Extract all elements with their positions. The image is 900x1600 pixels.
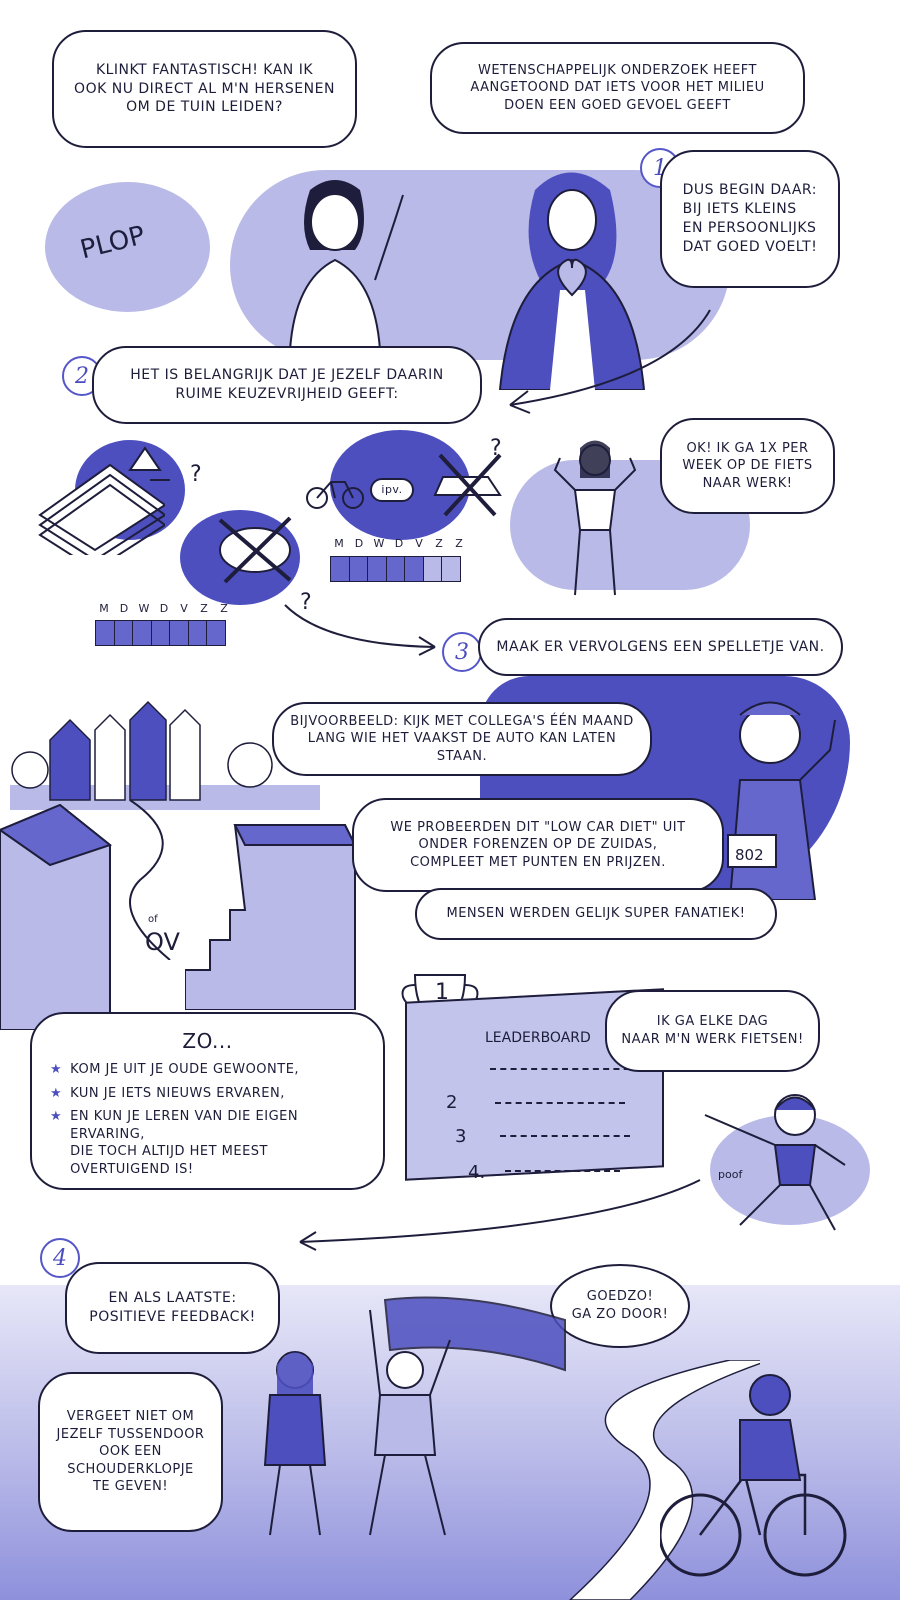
day-cell <box>385 556 406 582</box>
speech-text: Wetenschappelijk onderzoek heeft aangeto… <box>470 62 765 113</box>
step4-bubble: En als laatste: positieve feedback! <box>65 1262 280 1354</box>
day-cell <box>206 620 226 646</box>
summary-bubble: Zo... ★ Kom je uit je oude gewoonte, ★ k… <box>30 1012 385 1190</box>
tried-text: We probeerden dit "Low car diet" uit ond… <box>390 819 686 870</box>
step-number-3: 3 <box>442 632 482 672</box>
tried-bubble: We probeerden dit "Low car diet" uit ond… <box>352 798 724 892</box>
winding-road <box>568 1360 760 1600</box>
step2-text: Het is belangrijk dat je jezelf daarin r… <box>130 367 444 402</box>
man-with-flag-illustration <box>369 1309 451 1536</box>
arrow-icon <box>299 1179 701 1251</box>
step2-reply-bubble: OK! Ik ga 1x per week op de fiets naar w… <box>660 418 835 514</box>
reminder-bubble: Vergeet niet om jezelf tussendoor ook ee… <box>38 1372 223 1532</box>
woman-with-heart-illustration <box>498 172 646 390</box>
day-cell <box>132 620 152 646</box>
day-cell <box>95 620 115 646</box>
summary-item: ★ en kun je leren van die eigen ervaring… <box>50 1109 299 1177</box>
step3-text: Maak er vervolgens een spelletje van. <box>496 638 825 655</box>
weekday-grid-meat <box>95 620 226 646</box>
step2-bubble: Het is belangrijk dat je jezelf daarin r… <box>92 346 482 424</box>
leaderboard-line <box>490 1068 640 1070</box>
step2-reply-text: OK! Ik ga 1x per week op de fiets naar w… <box>682 440 813 491</box>
summary-item: ★ Kom je uit je oude gewoonte, <box>50 1062 300 1077</box>
paper-stack-icon <box>38 463 165 555</box>
cyclist-speech-text: Ik ga elke dag naar m'n werk fietsen! <box>621 1014 804 1047</box>
sign-ov-label: OV <box>145 928 180 956</box>
runner-illustration <box>727 701 836 900</box>
recycle-icon <box>128 446 170 481</box>
leaderboard-line <box>505 1170 620 1172</box>
speech-bubble-right: Wetenschappelijk onderzoek heeft aangeto… <box>430 42 805 134</box>
day-cell <box>150 620 171 646</box>
reminder-text: Vergeet niet om jezelf tussendoor ook ee… <box>56 1409 205 1495</box>
car-crossed-icon <box>433 453 502 517</box>
summary-title: Zo... <box>182 1029 233 1053</box>
leaderboard-line <box>495 1102 625 1104</box>
woman-flexing-illustration <box>553 440 637 596</box>
day-cell <box>187 620 208 646</box>
office-building-left <box>0 803 113 1030</box>
question-mark: ? <box>490 436 502 461</box>
speech-bubble-left: Klinkt fantastisch! Kan ik ook nu direct… <box>52 30 357 148</box>
bicycle-icon <box>306 481 364 509</box>
cheer-text: Goedzo! Ga zo door! <box>571 1289 669 1322</box>
question-mark: ? <box>300 590 312 615</box>
cyclist-speech-bubble: Ik ga elke dag naar m'n werk fietsen! <box>605 990 820 1072</box>
cyclist-pointing-illustration <box>704 1094 846 1231</box>
leaderboard-title: Leaderboard <box>485 1030 591 1046</box>
fanatic-text: Mensen werden gelijk super fanatiek! <box>446 906 746 922</box>
step1-bubble: Dus begin daar: bij iets kleins en perso… <box>660 150 840 288</box>
stepped-building <box>185 824 357 1010</box>
woman-celebrating-illustration <box>263 1351 327 1536</box>
day-cell <box>367 556 387 582</box>
step3-bubble: Maak er vervolgens een spelletje van. <box>478 618 843 676</box>
racing-cyclist-illustration <box>660 1374 847 1577</box>
day-cell <box>441 556 461 582</box>
poof-label: poof <box>718 1168 743 1181</box>
arrow-icon <box>509 309 711 414</box>
cheer-bubble: Goedzo! Ga zo door! <box>550 1264 690 1348</box>
day-cell <box>113 620 134 646</box>
road-path <box>129 800 171 960</box>
step4-text: En als laatste: positieve feedback! <box>89 1290 256 1325</box>
fanatic-bubble: Mensen werden gelijk super fanatiek! <box>415 888 777 940</box>
ipv-label: ipv. <box>370 478 414 502</box>
example-text: Bijvoorbeeld: kijk met collega's één maa… <box>290 713 634 764</box>
plop-cloud <box>45 182 210 312</box>
day-cell <box>404 556 424 582</box>
day-cell <box>348 556 369 582</box>
step-number-4: 4 <box>40 1238 80 1278</box>
leaderboard-line <box>500 1135 630 1137</box>
leaderboard-rank-3: 3 <box>455 1126 467 1147</box>
day-cell <box>330 556 350 582</box>
leaderboard-rank-4: 4. <box>468 1162 486 1183</box>
runner-bib-number: 802 <box>735 846 764 864</box>
star-icon: ★ <box>50 1109 63 1125</box>
star-icon: ★ <box>50 1062 63 1077</box>
summary-item: ★ kun je iets nieuws ervaren, <box>50 1085 285 1101</box>
meat-crossed-icon <box>218 516 292 584</box>
leaderboard-rank-2: 2 <box>446 1092 458 1113</box>
day-cell <box>169 620 189 646</box>
city-skyline-illustration <box>10 700 320 810</box>
step1-text: Dus begin daar: bij iets kleins en perso… <box>682 182 818 255</box>
day-cell <box>422 556 443 582</box>
question-mark: ? <box>190 462 202 487</box>
arrow-icon <box>284 604 436 656</box>
person-thinking-illustration <box>288 180 404 350</box>
weekday-grid-bike <box>330 556 461 582</box>
star-icon: ★ <box>50 1085 63 1101</box>
flag-banner <box>383 1296 566 1372</box>
example-bubble: Bijvoorbeeld: kijk met collega's één maa… <box>272 702 652 776</box>
speech-text: Klinkt fantastisch! Kan ik ook nu direct… <box>74 61 335 116</box>
sign-of-label: of <box>148 914 158 925</box>
